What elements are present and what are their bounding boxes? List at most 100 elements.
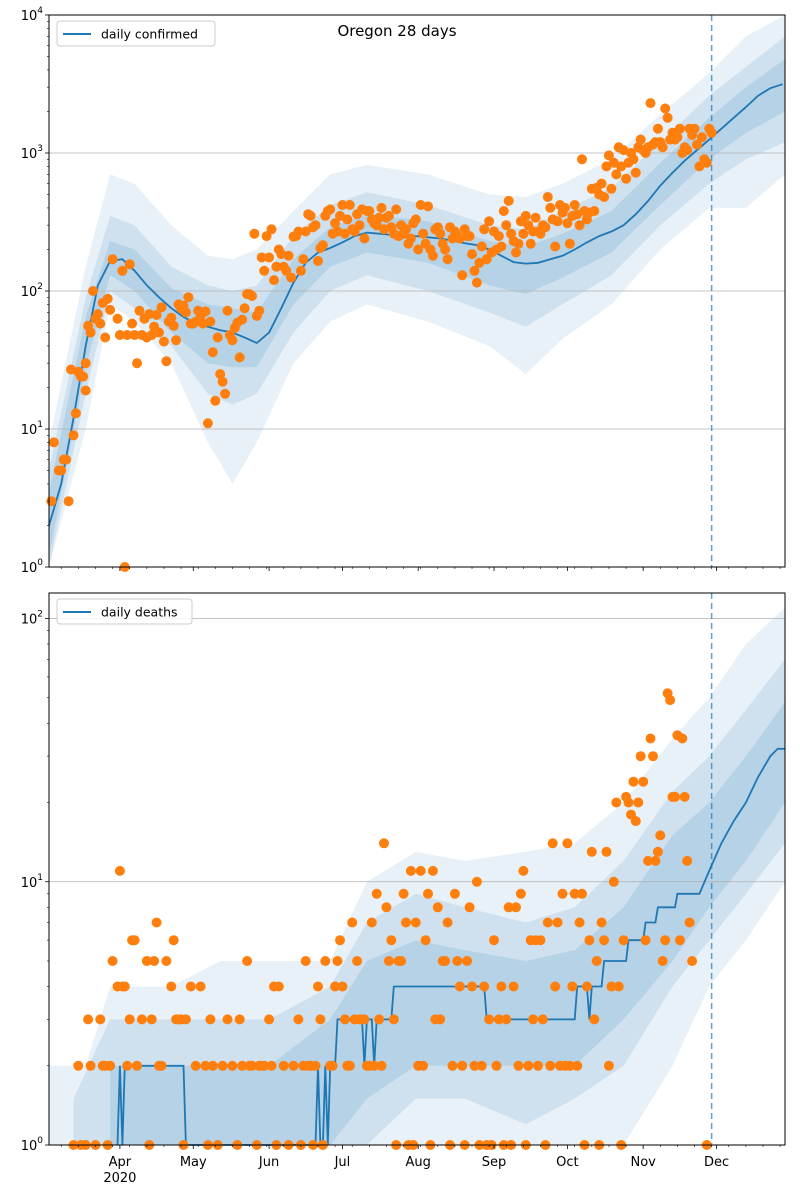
observed-point (670, 791, 680, 802)
observed-point (83, 1014, 94, 1025)
observed-point (183, 292, 194, 303)
observed-point (564, 1060, 575, 1071)
observed-point (613, 981, 624, 992)
y-tick-base: 10 (21, 147, 38, 162)
observed-point (305, 210, 316, 221)
observed-point (520, 210, 531, 221)
observed-point (550, 981, 561, 992)
confirmed-observed-points (46, 98, 717, 572)
observed-point (628, 154, 639, 165)
observed-point (501, 220, 512, 231)
observed-point (388, 1014, 399, 1025)
observed-point (70, 408, 81, 419)
observed-point (535, 935, 546, 946)
observed-point (205, 316, 216, 327)
observed-point (440, 956, 451, 966)
observed-point (215, 369, 226, 380)
observed-point (457, 1060, 468, 1071)
observed-point (657, 956, 668, 966)
uncertainty-band-mid (49, 36, 785, 567)
observed-point (156, 302, 167, 313)
observed-point (611, 797, 622, 808)
observed-point (317, 240, 328, 251)
observed-point (628, 776, 639, 787)
observed-point (630, 167, 641, 178)
observed-point (493, 1014, 504, 1025)
observed-point (655, 830, 666, 841)
confirmed-legend[interactable]: daily confirmed (56, 20, 216, 47)
observed-point (449, 888, 460, 899)
observed-point (476, 241, 487, 252)
observed-point (102, 293, 113, 304)
observed-point (413, 244, 424, 255)
y-tick-label: 102 (21, 610, 43, 628)
observed-point (313, 981, 323, 992)
observed-point (129, 330, 140, 340)
observed-point (227, 335, 238, 346)
observed-point (217, 376, 228, 387)
y-tick-base: 10 (21, 423, 38, 438)
observed-point (73, 1060, 84, 1071)
observed-point (237, 1060, 248, 1071)
observed-point (415, 865, 426, 876)
observed-point (383, 210, 394, 221)
y-tick-label: 102 (21, 282, 43, 300)
observed-point (154, 327, 164, 338)
observed-point (339, 1014, 350, 1025)
observed-point (234, 1014, 245, 1025)
observed-point (190, 1060, 201, 1071)
observed-point (427, 250, 438, 261)
y-tick-base: 10 (21, 285, 38, 300)
observed-point (124, 1014, 135, 1025)
uncertainty-band-outer (49, 607, 785, 1145)
observed-point (493, 231, 504, 242)
observed-point (427, 865, 438, 876)
observed-point (513, 1060, 524, 1071)
observed-point (674, 935, 685, 946)
observed-point (503, 195, 514, 206)
observed-point (479, 224, 490, 235)
observed-point (679, 791, 690, 802)
model-series-line (48, 83, 783, 526)
observed-point (269, 275, 279, 286)
deaths-legend[interactable]: daily deaths (56, 598, 193, 625)
observed-point (648, 751, 658, 762)
observed-point (606, 981, 617, 992)
observed-point (293, 226, 304, 237)
observed-point (621, 173, 632, 184)
observed-point (682, 145, 693, 156)
observed-point (254, 305, 265, 316)
observed-point (166, 312, 177, 323)
observed-point (80, 385, 91, 396)
observed-point (484, 216, 495, 227)
observed-point (577, 154, 587, 165)
y-tick-exponent: 2 (37, 282, 43, 292)
observed-point (166, 981, 177, 992)
observed-point (259, 265, 270, 276)
observed-point (533, 1060, 543, 1071)
observed-point (596, 178, 607, 189)
y-tick-label: 101 (21, 420, 43, 438)
observed-point (457, 270, 468, 281)
observed-point (452, 956, 463, 966)
observed-point (283, 250, 294, 261)
observed-point (557, 888, 568, 899)
observed-point (435, 1014, 446, 1025)
observed-point (586, 846, 597, 857)
y-tick-label: 104 (21, 6, 44, 24)
observed-point (158, 336, 169, 347)
observed-point (662, 112, 673, 123)
observed-point (572, 1060, 583, 1071)
observed-point (92, 309, 103, 320)
x-tick-sublabel: 2020 (103, 1171, 136, 1186)
observed-point (530, 212, 541, 223)
observed-point (132, 358, 142, 369)
observed-point (271, 261, 282, 272)
observed-point (168, 320, 179, 331)
x-tick-label: Dec (704, 1155, 729, 1170)
observed-point (440, 244, 451, 255)
observed-point (525, 238, 536, 249)
observed-point (574, 917, 585, 928)
observed-point (359, 1014, 370, 1025)
